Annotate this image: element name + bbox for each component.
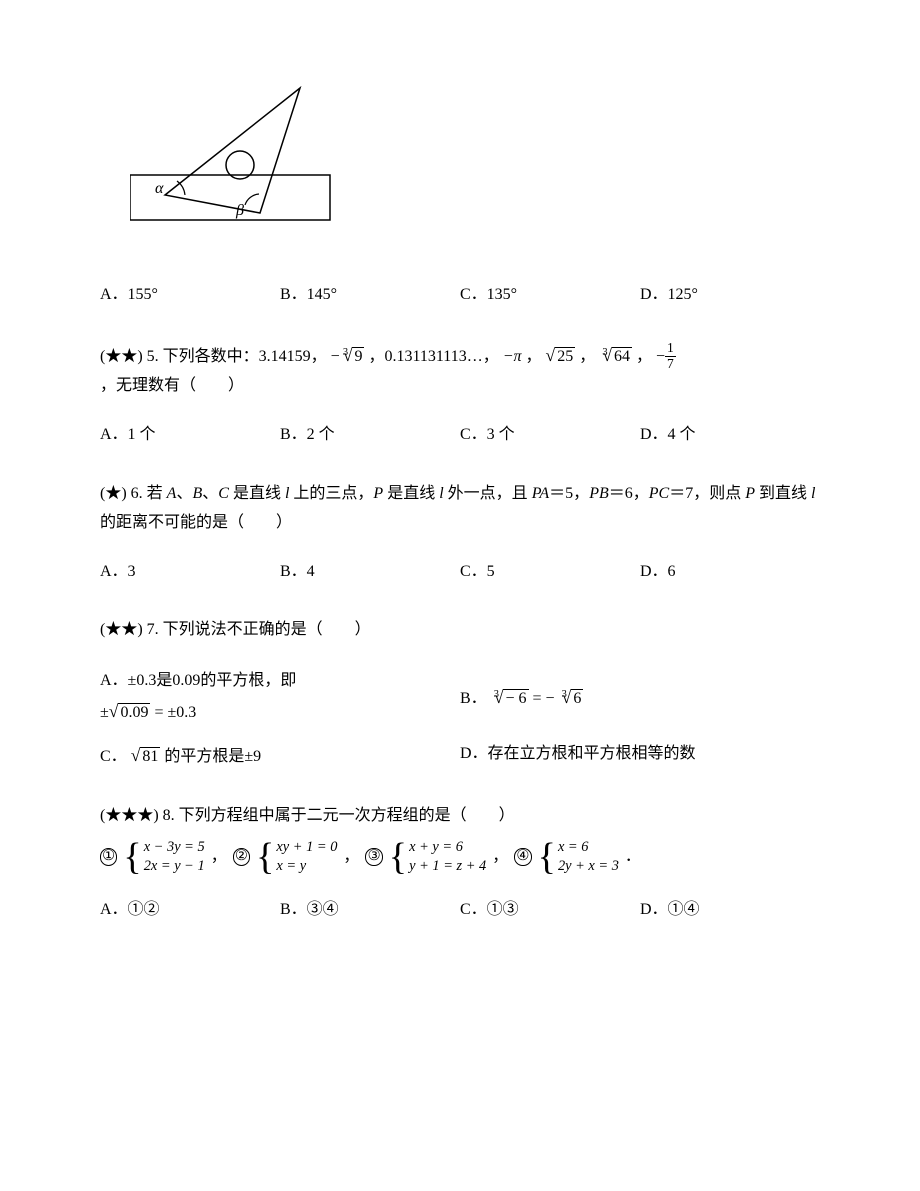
rad: 0.09 (118, 703, 150, 721)
q6-block: (★) 6. 若 A、B、C 是直线 l 上的三点，P 是直线 l 外一点，且 … (100, 480, 820, 586)
num: 1 (665, 341, 676, 357)
q7-option-c: C． √81 的平方根是±9 (100, 740, 460, 772)
eq2: 2y + x = 3 (558, 857, 619, 876)
rad: 9 (352, 347, 364, 365)
q4-options-block: A．155° B．145° C．135° D．125° (100, 281, 820, 310)
rad: 81 (140, 747, 160, 765)
q4-option-a: A．155° (100, 281, 280, 310)
sep: ， (343, 843, 359, 872)
eq1: xy + 1 = 0 (276, 838, 337, 857)
rad: 6 (571, 689, 583, 707)
pre: C． (100, 748, 127, 765)
q8-option-d: D．①④ (640, 896, 820, 925)
neg-pi: −π (503, 348, 522, 365)
system-4: { x = 6 2y + x = 3 (538, 838, 619, 875)
idx: 3 (494, 689, 499, 700)
system-3: { x + y = 6 y + 1 = z + 4 (389, 838, 487, 875)
comma2: ， (579, 348, 595, 365)
rad: 64 (612, 347, 632, 365)
q5-tail: ，无理数有（ ） (100, 377, 244, 394)
q8-block: (★★★) 8. 下列方程组中属于二元一次方程组的是（ ） ① { x − 3y… (100, 802, 820, 925)
q7-block: (★★) 7. 下列说法不正确的是（ ） A．±0.3是0.09的平方根，即 ±… (100, 616, 820, 771)
q4-option-d: D．125° (640, 281, 820, 310)
system-2: { xy + 1 = 0 x = y (256, 838, 337, 875)
num-2: ② (233, 848, 250, 865)
q5-block: (★★) 5. 下列各数中：3.14159， −3√9 ，0.131131113… (100, 340, 820, 450)
q5-option-c: C．3 个 (460, 421, 640, 450)
sep: ， (492, 843, 508, 872)
pm: ± (100, 704, 109, 721)
q4-option-c: C．135° (460, 281, 640, 310)
alpha-label: α (155, 180, 164, 197)
num-3: ③ (365, 848, 382, 865)
period: ． (625, 843, 641, 872)
q8-systems: ① { x − 3y = 5 2x = y − 1 ， ② { xy + 1 =… (100, 838, 820, 875)
comma3: ， (636, 348, 652, 365)
system-1: { x − 3y = 5 2x = y − 1 (123, 838, 204, 875)
idx: 3 (562, 689, 567, 700)
q5-option-d: D．4 个 (640, 421, 820, 450)
q4-option-b: B．145° (280, 281, 460, 310)
eq1: x = 6 (558, 838, 619, 857)
den: 7 (665, 357, 676, 372)
mid: = − (533, 690, 555, 707)
neg-1-7: 17 (665, 341, 676, 372)
q8-option-c: C．①③ (460, 896, 640, 925)
eq1: x + y = 6 (409, 838, 486, 857)
post: 的平方根是±9 (164, 748, 261, 765)
q7-option-b: B． 3√− 6 = − 3√6 (460, 682, 820, 714)
eq2: 2x = y − 1 (144, 857, 205, 876)
eq2: x = y (276, 857, 337, 876)
rad: 25 (555, 347, 575, 365)
q6-option-c: C．5 (460, 558, 640, 587)
q7-a-line1: A．±0.3是0.09的平方根，即 (100, 667, 460, 696)
q7-stem: (★★) 7. 下列说法不正确的是（ ） (100, 616, 820, 645)
comma1: ， (526, 348, 542, 365)
eq1: x − 3y = 5 (144, 838, 205, 857)
q5-stem: (★★) 5. 下列各数中：3.14159， −3√9 ，0.131131113… (100, 340, 820, 402)
q5-mid1: ，0.131131113…， (368, 348, 498, 365)
beta-arc (245, 194, 259, 205)
q6-stem: (★) 6. 若 A、B、C 是直线 l 上的三点，P 是直线 l 外一点，且 … (100, 480, 820, 538)
idx: 3 (602, 347, 607, 358)
num-1: ① (100, 848, 117, 865)
q7-a-line2: ±√0.09 = ±0.3 (100, 696, 460, 728)
q5-option-a: A．1 个 (100, 421, 280, 450)
triangle-ruler-figure: α β (130, 80, 820, 241)
idx: 3 (343, 347, 348, 358)
neg-cbrt9: −3√9 (331, 348, 365, 365)
cbrt64: 3√64 (599, 340, 632, 372)
sep: ， (211, 843, 227, 872)
sqrt25: √25 (546, 340, 576, 372)
eq2: y + 1 = z + 4 (409, 857, 486, 876)
rad: − 6 (503, 689, 528, 707)
q6-option-a: A．3 (100, 558, 280, 587)
q7-option-d: D．存在立方根和平方根相等的数 (460, 740, 820, 772)
q7-option-a: A．±0.3是0.09的平方根，即 ±√0.09 = ±0.3 (100, 667, 460, 728)
pre: B． (460, 690, 487, 707)
beta-label: β (235, 202, 244, 219)
q6-option-d: D．6 (640, 558, 820, 587)
q8-option-b: B．③④ (280, 896, 460, 925)
q6-option-b: B．4 (280, 558, 460, 587)
eq: = ±0.3 (150, 704, 196, 721)
q8-option-a: A．①② (100, 896, 280, 925)
num-4: ④ (514, 848, 531, 865)
q5-prefix: (★★) 5. 下列各数中：3.14159， (100, 348, 327, 365)
q8-stem: (★★★) 8. 下列方程组中属于二元一次方程组的是（ ） (100, 802, 820, 831)
q5-option-b: B．2 个 (280, 421, 460, 450)
